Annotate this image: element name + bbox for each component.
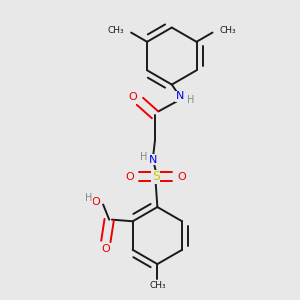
Text: N: N xyxy=(176,91,184,101)
Text: CH₃: CH₃ xyxy=(220,26,236,35)
Text: N: N xyxy=(149,155,158,165)
Text: O: O xyxy=(101,244,110,254)
Text: CH₃: CH₃ xyxy=(107,26,124,35)
Text: O: O xyxy=(92,197,100,207)
Text: O: O xyxy=(125,172,134,182)
Text: O: O xyxy=(129,92,138,102)
Text: H: H xyxy=(187,95,195,105)
Text: H: H xyxy=(85,194,93,203)
Text: H: H xyxy=(140,152,147,162)
Text: O: O xyxy=(178,172,186,182)
Text: CH₃: CH₃ xyxy=(149,281,166,290)
Text: S: S xyxy=(152,170,160,183)
